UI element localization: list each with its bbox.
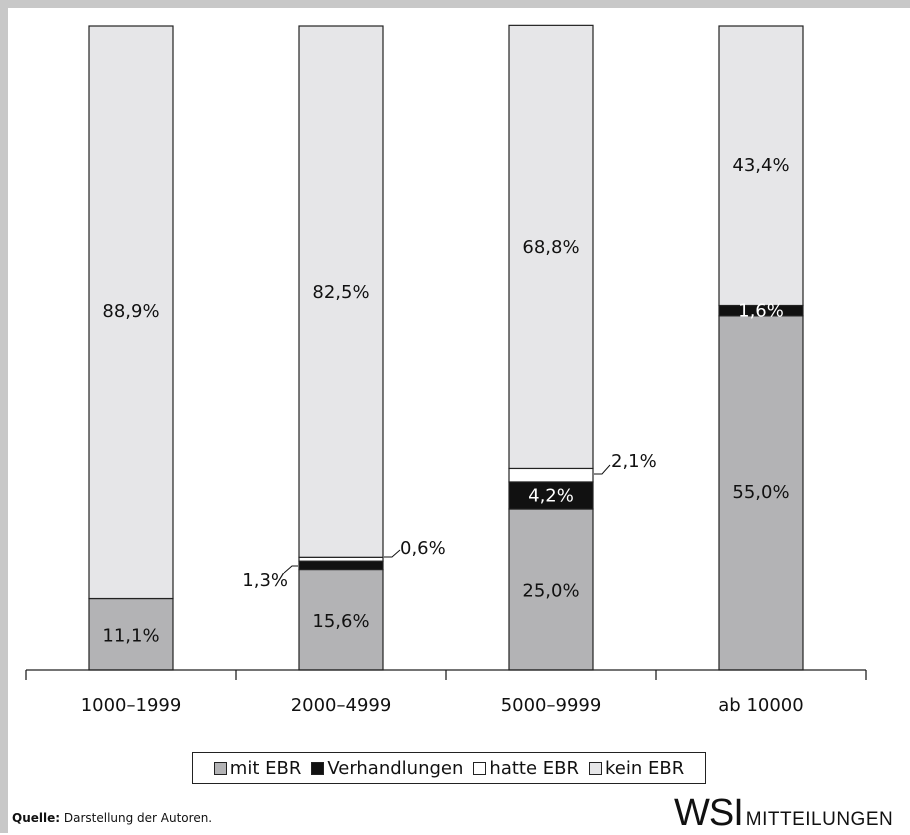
data-label-verhandlungen-4: 1,6%: [738, 301, 784, 322]
frame-top: [0, 0, 910, 8]
bar-verhandlungen-2: [298, 560, 384, 571]
source-note: Quelle: Darstellung der Autoren.: [12, 811, 212, 825]
legend-item-verhandlungen: Verhandlungen: [311, 758, 463, 779]
leader-line-verhandlungen-2: [283, 565, 298, 574]
bar-kein-ebr-4: [718, 25, 804, 307]
data-label-hatte-ebr-2: 0,6%: [400, 538, 446, 559]
data-label-mit-ebr-2: 15,6%: [312, 611, 369, 632]
stacked-bar-chart: 1000–1999 2000–4999 5000–9999 ab 10000 11,1%…: [25, 24, 867, 716]
brand-logo: WSI MITTEILUNGEN: [674, 792, 893, 835]
data-label-verhandlungen-3: 4,2%: [528, 485, 574, 506]
x-tick-label-2: 2000–4999: [291, 695, 392, 716]
bar-hatte-ebr-3: [508, 467, 594, 483]
source-text: Darstellung der Autoren.: [60, 811, 213, 825]
data-label-kein-ebr-3: 68,8%: [522, 237, 579, 258]
data-label-kein-ebr-1: 88,9%: [102, 301, 159, 322]
leader-line-hatte-ebr-2: [384, 549, 401, 558]
source-label: Quelle:: [12, 811, 61, 825]
legend-swatch-mit-ebr: [213, 761, 227, 775]
legend-swatch-verhandlungen: [311, 761, 325, 775]
bar-verhandlungen-3: [508, 481, 594, 510]
data-label-mit-ebr-4: 55,0%: [732, 482, 789, 503]
data-label-kein-ebr-4: 43,4%: [732, 155, 789, 176]
bar-mit-ebr-3: [508, 508, 594, 671]
brand-logo-big: WSI: [674, 792, 744, 834]
data-label-kein-ebr-2: 82,5%: [312, 282, 369, 303]
legend-label-kein-ebr: kein EBR: [604, 757, 685, 779]
data-label-mit-ebr-1: 11,1%: [102, 625, 159, 646]
legend: mit EBR Verhandlungen hatte EBR kein EBR: [192, 752, 706, 784]
bar-mit-ebr-4: [718, 315, 804, 671]
legend-item-mit-ebr: mit EBR: [213, 757, 302, 779]
bar-kein-ebr-1: [88, 25, 174, 600]
leader-line-hatte-ebr-3: [594, 464, 611, 475]
bar-kein-ebr-3: [508, 24, 594, 470]
legend-item-kein-ebr: kein EBR: [588, 757, 685, 779]
legend-label-mit-ebr: mit EBR: [229, 757, 302, 779]
legend-item-hatte-ebr: hatte EBR: [473, 758, 579, 779]
legend-swatch-hatte-ebr: [473, 761, 487, 775]
brand-logo-small: MITTEILUNGEN: [745, 809, 894, 830]
x-tick-label-3: 5000–9999: [501, 695, 602, 716]
data-label-mit-ebr-3: 25,0%: [522, 581, 579, 602]
frame-left: [0, 0, 8, 833]
legend-label-verhandlungen: Verhandlungen: [327, 757, 464, 779]
data-label-verhandlungen-2: 1,3%: [242, 570, 288, 591]
x-tick-label-4: ab 10000: [718, 695, 803, 716]
data-label-hatte-ebr-3: 2,1%: [611, 451, 657, 472]
bar-kein-ebr-2: [298, 25, 384, 558]
legend-label-hatte-ebr: hatte EBR: [489, 757, 579, 779]
legend-swatch-kein-ebr: [588, 761, 602, 775]
x-tick-label-1: 1000–1999: [81, 695, 182, 716]
